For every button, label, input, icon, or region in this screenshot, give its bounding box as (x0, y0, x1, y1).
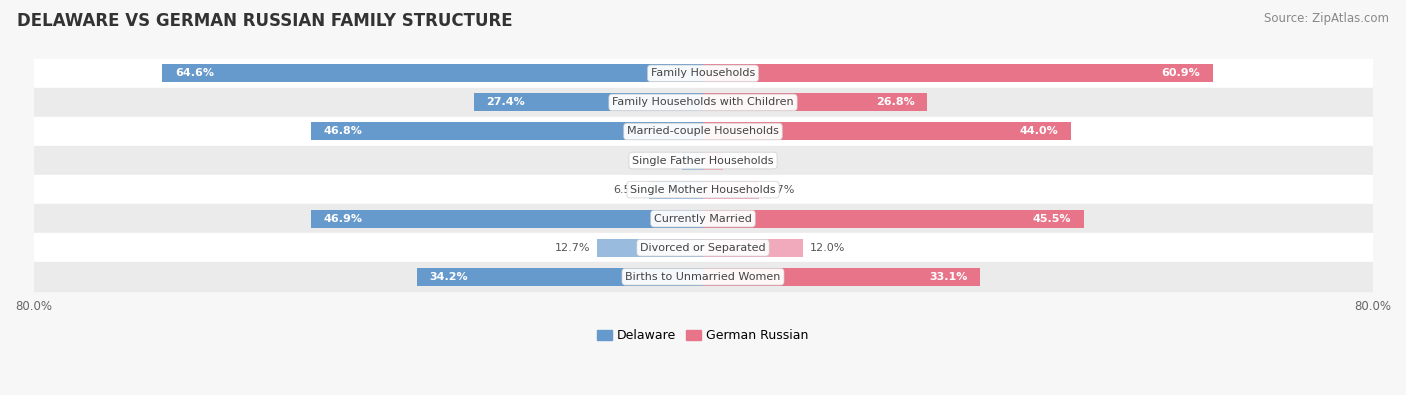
Bar (34, 175, 1372, 204)
Bar (34, 59, 1372, 88)
Bar (34, 233, 1372, 262)
Bar (34, 262, 1372, 291)
Text: Single Father Households: Single Father Households (633, 156, 773, 166)
Text: 46.8%: 46.8% (323, 126, 363, 137)
Text: 12.7%: 12.7% (554, 243, 591, 253)
Text: 45.5%: 45.5% (1033, 214, 1071, 224)
Legend: Delaware, German Russian: Delaware, German Russian (598, 329, 808, 342)
Text: 60.9%: 60.9% (1161, 68, 1201, 78)
Bar (682, 152, 703, 169)
Text: Family Households with Children: Family Households with Children (612, 98, 794, 107)
Bar (703, 64, 1212, 83)
Text: 44.0%: 44.0% (1019, 126, 1059, 137)
Text: 12.0%: 12.0% (810, 243, 845, 253)
Bar (596, 239, 703, 257)
Text: Family Households: Family Households (651, 68, 755, 78)
Bar (474, 94, 703, 111)
Text: 2.4%: 2.4% (730, 156, 758, 166)
Text: 33.1%: 33.1% (929, 272, 967, 282)
Bar (34, 88, 1372, 117)
Text: 6.7%: 6.7% (766, 184, 794, 195)
Text: DELAWARE VS GERMAN RUSSIAN FAMILY STRUCTURE: DELAWARE VS GERMAN RUSSIAN FAMILY STRUCT… (17, 12, 513, 30)
Bar (703, 239, 803, 257)
Bar (703, 268, 980, 286)
Bar (416, 268, 703, 286)
Bar (703, 181, 759, 199)
Text: 2.5%: 2.5% (647, 156, 675, 166)
Text: Currently Married: Currently Married (654, 214, 752, 224)
Bar (34, 204, 1372, 233)
Bar (703, 210, 1084, 228)
Text: Births to Unmarried Women: Births to Unmarried Women (626, 272, 780, 282)
Bar (311, 122, 703, 141)
Text: 26.8%: 26.8% (876, 98, 915, 107)
Bar (648, 181, 703, 199)
Text: Divorced or Separated: Divorced or Separated (640, 243, 766, 253)
Bar (34, 146, 1372, 175)
Text: Married-couple Households: Married-couple Households (627, 126, 779, 137)
Text: 34.2%: 34.2% (429, 272, 468, 282)
Text: 6.5%: 6.5% (613, 184, 643, 195)
Bar (162, 64, 703, 83)
Bar (34, 117, 1372, 146)
Text: 64.6%: 64.6% (174, 68, 214, 78)
Text: Source: ZipAtlas.com: Source: ZipAtlas.com (1264, 12, 1389, 25)
Bar (703, 94, 928, 111)
Bar (703, 152, 723, 169)
Bar (311, 210, 703, 228)
Text: 46.9%: 46.9% (323, 214, 363, 224)
Text: 27.4%: 27.4% (486, 98, 524, 107)
Bar (703, 122, 1071, 141)
Text: Single Mother Households: Single Mother Households (630, 184, 776, 195)
